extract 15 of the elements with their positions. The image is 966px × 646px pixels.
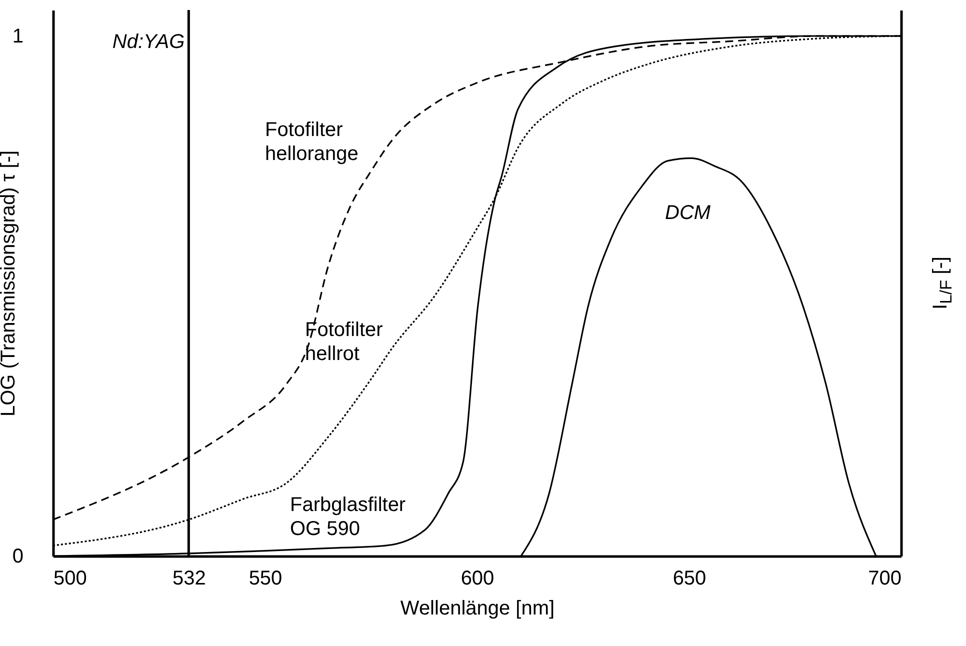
y-tick-label: 0 — [12, 546, 24, 568]
x-tick-label: 600 — [460, 568, 494, 590]
series-label: Fotofilter hellorange — [265, 119, 358, 165]
series-label: Farbglasfilter OG 590 — [290, 494, 406, 540]
ref-line-label: Nd:YAG — [112, 31, 185, 53]
x-tick-label: 650 — [672, 568, 706, 590]
x-tick-label: 700 — [868, 568, 902, 590]
series-label: Fotofilter hellrot — [305, 319, 384, 365]
y-axis-title: LOG (Transmissionsgrad) τ [-] — [0, 150, 20, 417]
x-tick-label: 550 — [248, 568, 282, 590]
x-axis-title: Wellenlänge [nm] — [400, 598, 555, 620]
x-tick-label: 532 — [172, 568, 206, 590]
x-tick-label: 500 — [54, 568, 87, 590]
y-tick-label: 1 — [12, 26, 24, 48]
series-label: DCM — [665, 202, 711, 224]
